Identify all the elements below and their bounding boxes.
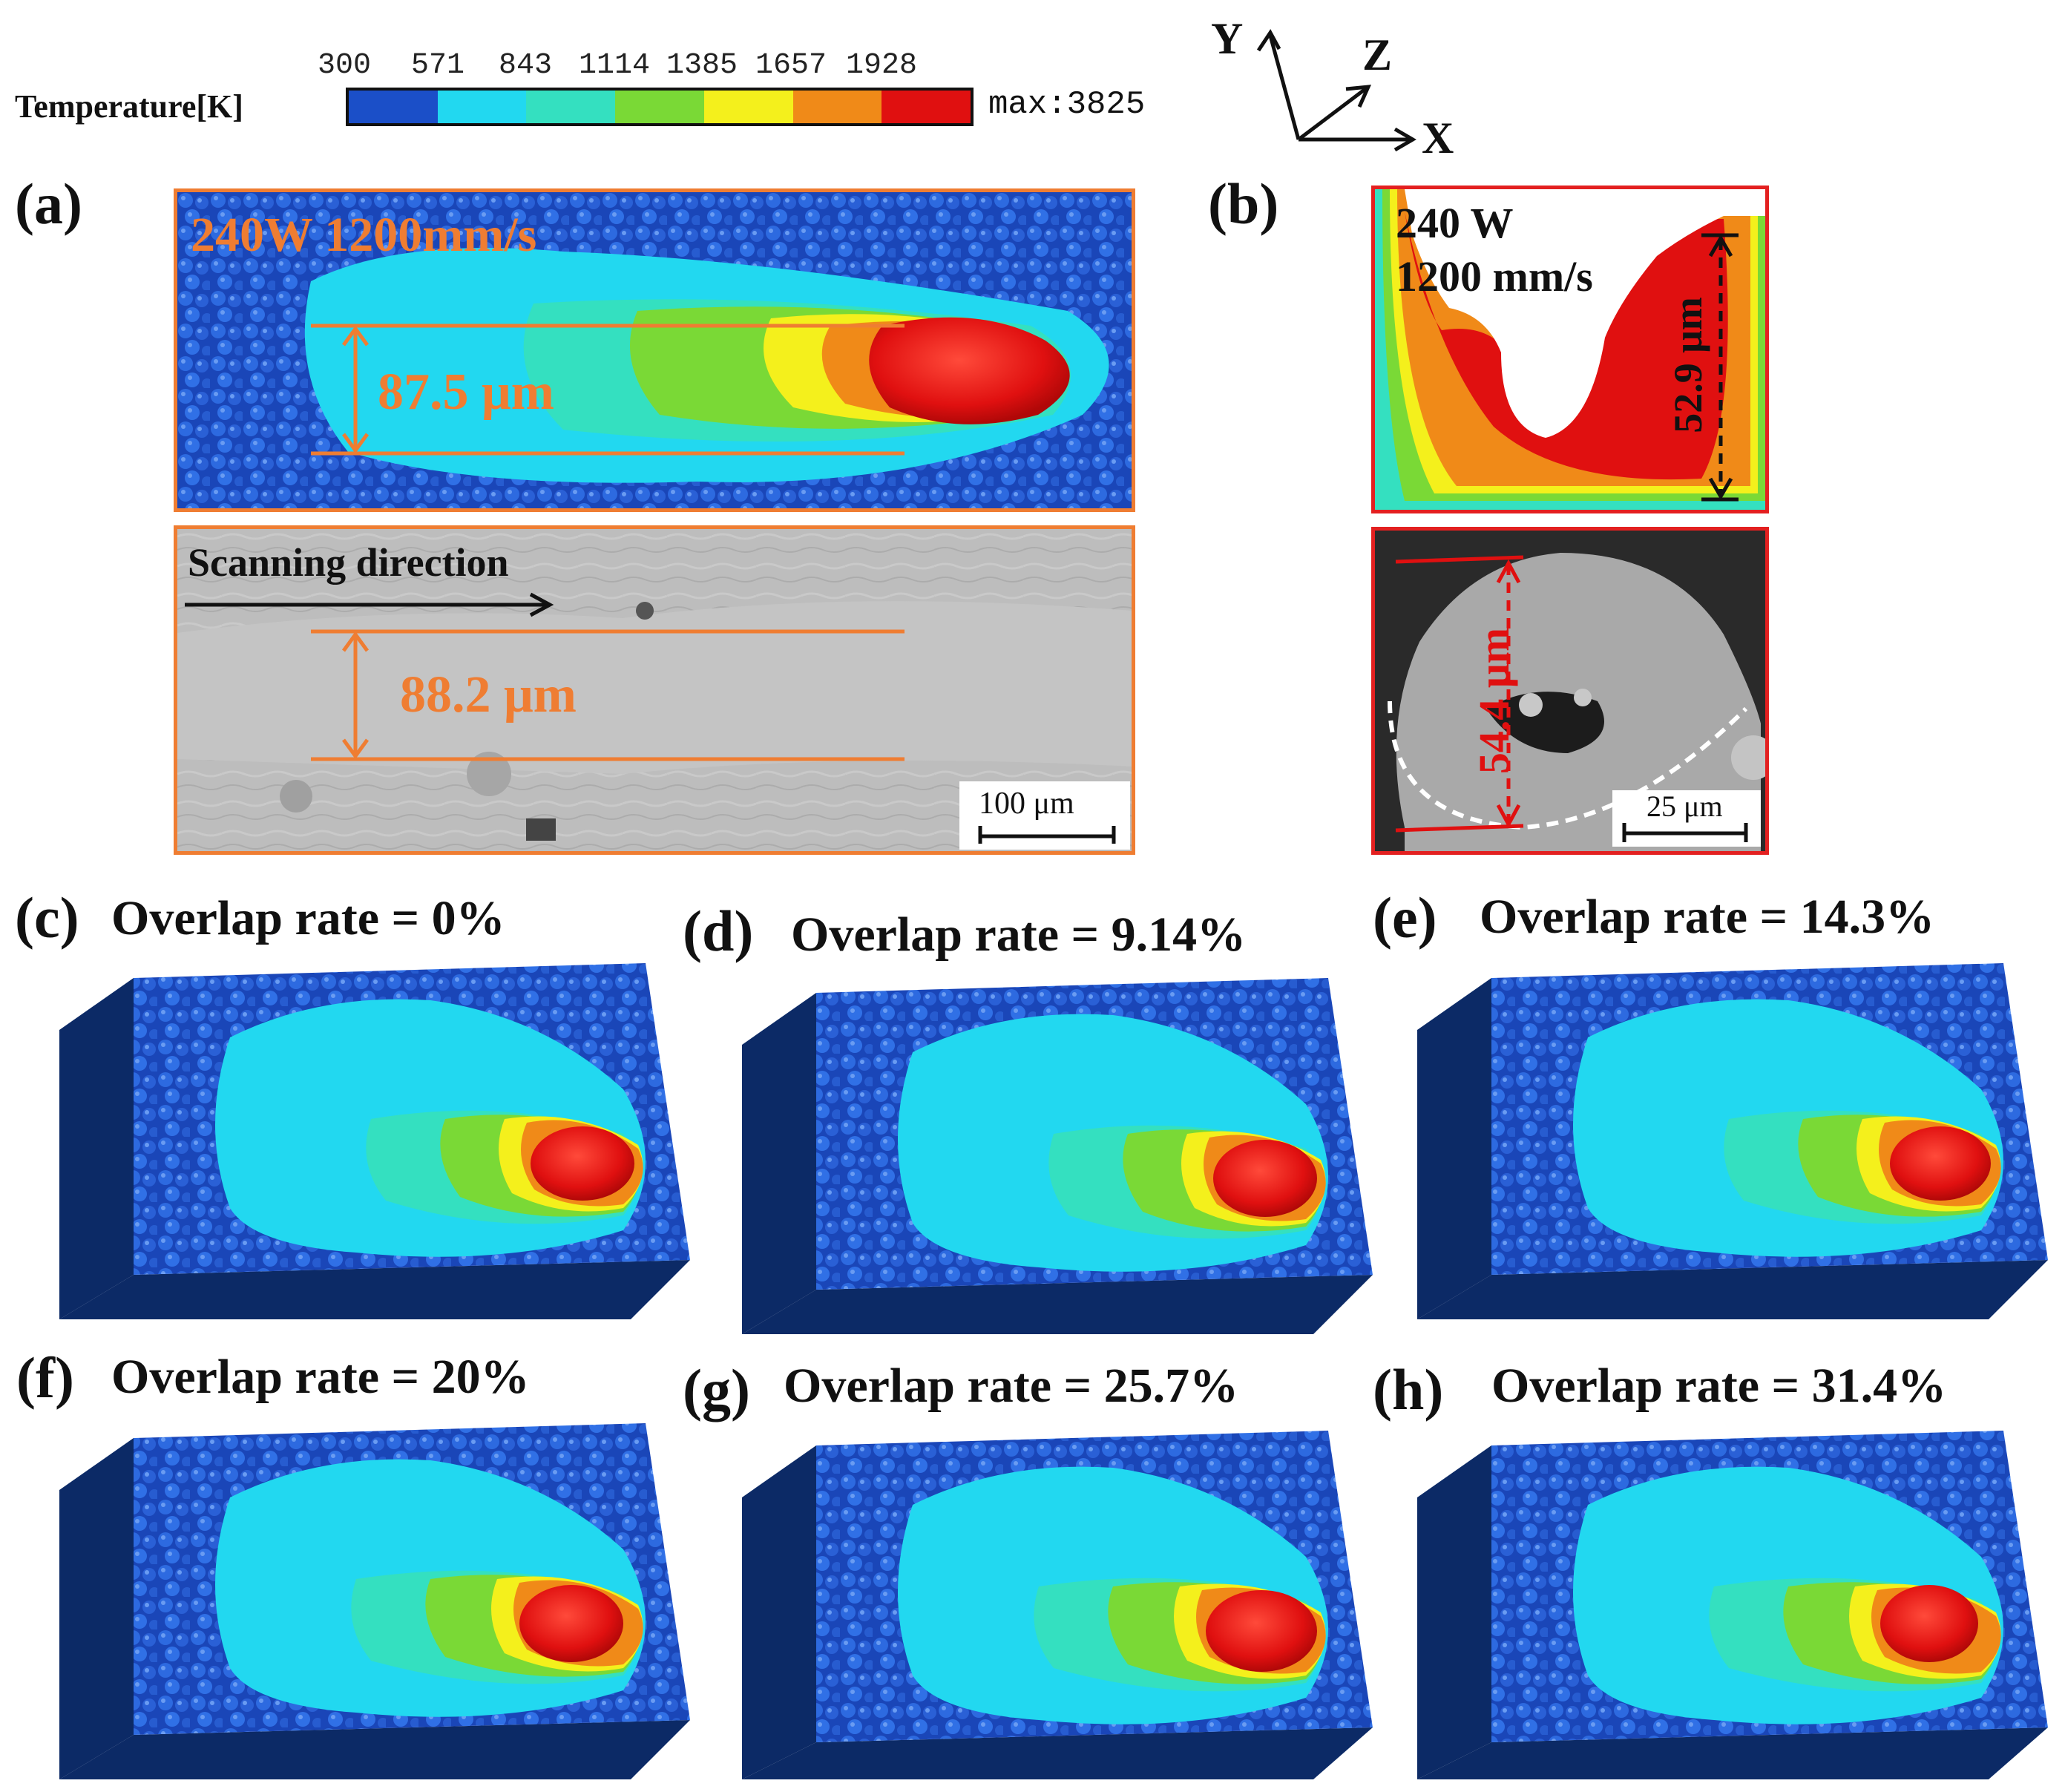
panel-d-letter: (d) [683,899,754,963]
panel-g-letter: (g) [683,1357,750,1422]
melt-pool-cross-section [1375,189,1765,510]
colorbar-segment [703,91,793,123]
legend-max-label: max:3825 [988,86,1146,123]
panel-g-simulation [742,1431,1373,1779]
panel-c-letter: (c) [15,885,79,950]
panel-d-simulation [742,978,1373,1334]
panel-c-overlap-label: Overlap rate = 0% [111,891,505,945]
panel-e-letter: (e) [1373,885,1437,950]
panel-a-simulation: 240W 1200mm/s 87.5 μm [174,188,1135,512]
panel-b-speed: 1200 mm/s [1396,252,1593,301]
panel-e-overlap-label: Overlap rate = 14.3% [1480,890,1935,944]
colorbar-segment [437,91,527,123]
panel-b-scale-bar-label: 25 μm [1647,790,1723,823]
panel-f-letter: (f) [16,1345,74,1410]
colorbar-segment [792,91,882,123]
legend-tick: 1928 [846,49,918,82]
legend-tick: 1114 [579,49,651,82]
panel-f-overlap-label: Overlap rate = 20% [111,1350,530,1404]
panel-b-letter: (b) [1208,171,1279,236]
panel-d-overlap-label: Overlap rate = 9.14% [791,908,1247,962]
legend-tick: 1385 [666,49,738,82]
panel-b-simulation: 240 W 1200 mm/s 52.9 μm [1371,186,1769,513]
panel-b-sim-depth: 52.9 μm [1665,297,1710,433]
colorbar-segment [349,91,438,123]
scanning-direction-label: Scanning direction [188,540,509,585]
axis-triad-icon [1256,29,1416,152]
panel-a-sim-width: 87.5 μm [378,364,554,421]
sem-cross-section-image [1375,531,1765,851]
axis-x-label: X [1422,114,1454,163]
legend-tick: 843 [499,49,553,82]
colorbar-segment [526,91,616,123]
sem-track-image [177,529,1132,851]
panel-a-sem-width: 88.2 μm [400,666,577,723]
panel-h-letter: (h) [1373,1357,1444,1422]
panel-b-power: 240 W [1396,199,1514,247]
legend-tick: 300 [318,49,372,82]
axis-z-label: Z [1362,30,1393,79]
panel-b-sem-depth: 54.4 μm [1470,627,1519,775]
temperature-colorbar [346,88,974,126]
legend-title: Temperature[K] [15,88,243,125]
colorbar-segment [615,91,704,123]
panel-a-letter: (a) [15,171,82,236]
melt-track-simulation [177,192,1132,508]
panel-a-process-label: 240W 1200mm/s [191,208,537,262]
panel-a-sem: Scanning direction 88.2 μm 100 μm [174,525,1135,855]
panel-b-sem: 54.4 μm 25 μm [1371,527,1769,855]
legend-tick: 1657 [755,49,827,82]
axis-y-label: Y [1211,14,1244,63]
panel-a-scale-bar-label: 100 μm [979,787,1074,821]
panel-c-simulation [59,963,690,1319]
legend-tick: 571 [411,49,465,82]
panel-h-overlap-label: Overlap rate = 31.4% [1491,1359,1947,1413]
colorbar-segment [882,91,971,123]
panel-f-simulation [59,1423,690,1779]
panel-g-overlap-label: Overlap rate = 25.7% [784,1359,1239,1413]
panel-h-simulation [1417,1431,2048,1779]
panel-e-simulation [1417,963,2048,1319]
